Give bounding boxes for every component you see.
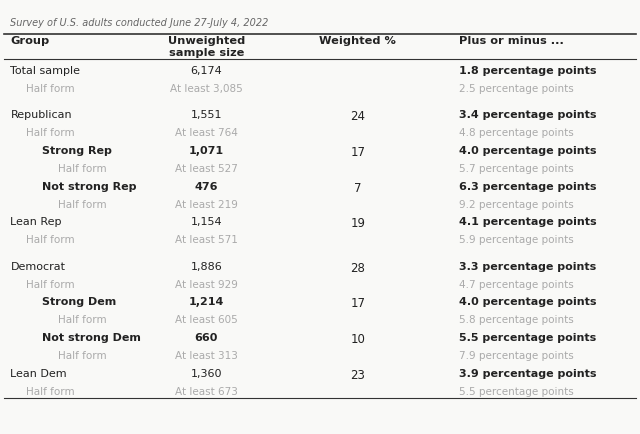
Text: 1,551: 1,551 <box>191 110 222 120</box>
Text: 19: 19 <box>351 217 365 230</box>
Text: Strong Rep: Strong Rep <box>42 146 112 156</box>
Text: Not strong Dem: Not strong Dem <box>42 333 141 343</box>
Text: 7: 7 <box>354 182 362 195</box>
Text: At least 3,085: At least 3,085 <box>170 84 243 94</box>
Text: 1.8 percentage points: 1.8 percentage points <box>459 66 596 76</box>
Text: 5.7 percentage points: 5.7 percentage points <box>459 164 573 174</box>
Text: 5.5 percentage points: 5.5 percentage points <box>459 387 573 397</box>
Text: At least 605: At least 605 <box>175 316 237 326</box>
Text: 6,174: 6,174 <box>191 66 222 76</box>
Text: 660: 660 <box>195 333 218 343</box>
Text: 4.1 percentage points: 4.1 percentage points <box>459 217 596 227</box>
Text: 2.5 percentage points: 2.5 percentage points <box>459 84 573 94</box>
Text: 4.7 percentage points: 4.7 percentage points <box>459 279 573 289</box>
Text: Half form: Half form <box>26 235 75 245</box>
Text: At least 929: At least 929 <box>175 279 237 289</box>
Text: 1,886: 1,886 <box>191 262 222 272</box>
Text: Lean Rep: Lean Rep <box>10 217 62 227</box>
Text: Half form: Half form <box>58 316 106 326</box>
Text: Half form: Half form <box>26 387 75 397</box>
Text: Total sample: Total sample <box>10 66 81 76</box>
Text: 1,214: 1,214 <box>189 297 224 307</box>
Text: Half form: Half form <box>26 128 75 138</box>
Text: 3.9 percentage points: 3.9 percentage points <box>459 369 596 379</box>
Text: 7.9 percentage points: 7.9 percentage points <box>459 351 573 361</box>
Text: Half form: Half form <box>26 84 75 94</box>
Text: 1,071: 1,071 <box>189 146 224 156</box>
Text: 5.8 percentage points: 5.8 percentage points <box>459 316 573 326</box>
Text: 23: 23 <box>351 369 365 382</box>
Text: 1,154: 1,154 <box>191 217 222 227</box>
Text: Republican: Republican <box>10 110 72 120</box>
Text: 3.4 percentage points: 3.4 percentage points <box>459 110 596 120</box>
Text: Half form: Half form <box>58 200 106 210</box>
Text: 476: 476 <box>195 182 218 192</box>
Text: 5.5 percentage points: 5.5 percentage points <box>459 333 596 343</box>
Text: Half form: Half form <box>26 279 75 289</box>
Text: At least 673: At least 673 <box>175 387 237 397</box>
Text: Strong Dem: Strong Dem <box>42 297 116 307</box>
Text: At least 219: At least 219 <box>175 200 237 210</box>
Text: 17: 17 <box>351 297 365 310</box>
Text: 3.3 percentage points: 3.3 percentage points <box>459 262 596 272</box>
Text: At least 313: At least 313 <box>175 351 237 361</box>
Text: 6.3 percentage points: 6.3 percentage points <box>459 182 596 192</box>
Text: 1,360: 1,360 <box>191 369 222 379</box>
Text: At least 764: At least 764 <box>175 128 237 138</box>
Text: Plus or minus ...: Plus or minus ... <box>459 36 564 46</box>
Text: At least 571: At least 571 <box>175 235 237 245</box>
Text: Half form: Half form <box>58 351 106 361</box>
Text: Half form: Half form <box>58 164 106 174</box>
Text: Not strong Rep: Not strong Rep <box>42 182 136 192</box>
Text: 5.9 percentage points: 5.9 percentage points <box>459 235 573 245</box>
Text: Lean Dem: Lean Dem <box>10 369 67 379</box>
Text: 24: 24 <box>351 110 365 123</box>
Text: 4.0 percentage points: 4.0 percentage points <box>459 297 596 307</box>
Text: At least 527: At least 527 <box>175 164 237 174</box>
Text: Weighted %: Weighted % <box>319 36 396 46</box>
Text: 4.8 percentage points: 4.8 percentage points <box>459 128 573 138</box>
Text: 4.0 percentage points: 4.0 percentage points <box>459 146 596 156</box>
Text: 10: 10 <box>351 333 365 346</box>
Text: 9.2 percentage points: 9.2 percentage points <box>459 200 573 210</box>
Text: Group: Group <box>10 36 50 46</box>
Text: 17: 17 <box>351 146 365 159</box>
Text: Survey of U.S. adults conducted June 27-July 4, 2022: Survey of U.S. adults conducted June 27-… <box>10 18 269 28</box>
Text: Democrat: Democrat <box>10 262 65 272</box>
Text: Unweighted
sample size: Unweighted sample size <box>168 36 245 58</box>
Text: 28: 28 <box>351 262 365 275</box>
